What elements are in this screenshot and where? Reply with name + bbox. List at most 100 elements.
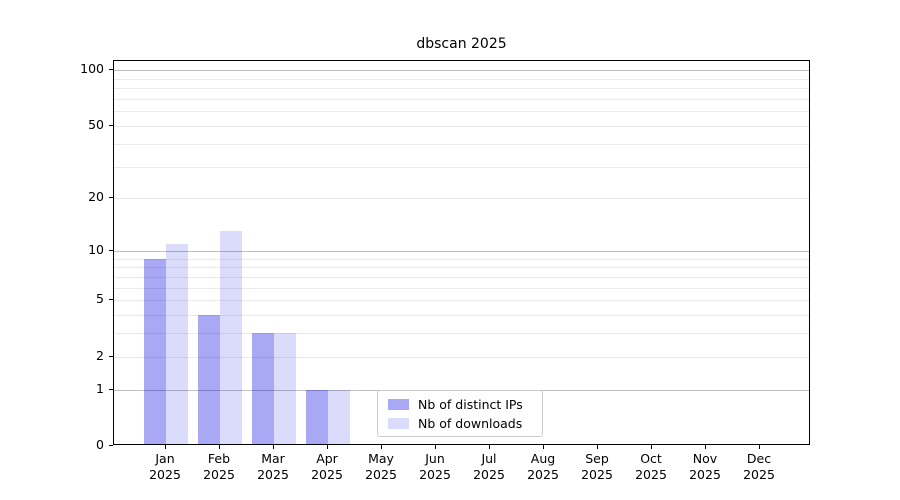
x-tick-month: Feb: [207, 451, 231, 466]
x-tick-year: 2025: [581, 467, 613, 482]
x-tick-label-dec: Dec 2025: [732, 451, 786, 483]
x-tick-year: 2025: [257, 467, 289, 482]
plot-area: [113, 60, 810, 445]
x-tick-year: 2025: [365, 467, 397, 482]
y-tick-mark: [109, 388, 113, 390]
x-tick-month: Dec: [746, 451, 772, 466]
x-tick-mark: [759, 445, 760, 449]
bar-downloads-jan: [166, 243, 188, 444]
y-tick-label: 10: [88, 241, 104, 257]
x-tick-mark: [435, 445, 436, 449]
gridline-minor: [114, 78, 809, 80]
x-tick-label-nov: Nov 2025: [678, 451, 732, 483]
gridline-minor: [114, 287, 809, 289]
gridline-major: [114, 250, 809, 252]
x-tick-month: Mar: [261, 451, 285, 466]
x-tick-month: Oct: [640, 451, 662, 466]
x-tick-month: May: [368, 451, 394, 466]
bar-downloads-feb: [220, 231, 242, 444]
gridline-minor: [114, 126, 809, 127]
gridline-minor: [114, 198, 809, 200]
y-tick-label: 20: [88, 189, 104, 205]
x-tick-year: 2025: [527, 467, 559, 482]
legend-item-distinct-ips: Nb of distinct IPs: [388, 397, 542, 412]
legend-item-downloads: Nb of downloads: [388, 416, 542, 431]
x-tick-label-may: May 2025: [354, 451, 408, 483]
y-tick-label: 0: [96, 437, 104, 452]
x-tick-mark: [705, 445, 706, 449]
legend-swatch-distinct-ips: [388, 398, 409, 410]
y-tick-mark: [109, 125, 113, 126]
x-tick-label-apr: Apr 2025: [300, 451, 354, 483]
x-tick-month: Apr: [316, 451, 338, 466]
gridline-minor: [114, 88, 809, 90]
gridline-minor: [114, 356, 809, 358]
gridline-minor: [114, 267, 809, 269]
x-tick-mark: [651, 445, 652, 449]
y-tick-label: 2: [96, 347, 104, 363]
bar-distinct-ips-feb: [198, 315, 220, 444]
y-tick-mark: [109, 249, 113, 251]
x-tick-mark: [165, 445, 166, 449]
x-tick-year: 2025: [689, 467, 721, 482]
x-tick-year: 2025: [743, 467, 775, 482]
y-tick-mark: [109, 197, 113, 199]
chart-title: dbscan 2025: [416, 36, 507, 52]
x-tick-month: Jul: [481, 451, 497, 466]
x-tick-year: 2025: [635, 467, 667, 482]
gridline-minor: [114, 111, 809, 113]
x-tick-mark: [273, 445, 274, 449]
gridline-minor: [114, 166, 809, 168]
gridline-minor: [114, 143, 809, 145]
bar-downloads-mar: [274, 333, 296, 444]
y-tick-mark: [109, 355, 113, 357]
x-tick-mark: [327, 445, 328, 449]
x-tick-mark: [597, 445, 598, 449]
y-tick-mark: [109, 299, 113, 301]
x-tick-month: Jan: [155, 451, 175, 466]
y-tick-mark: [109, 69, 113, 71]
x-tick-label-jul: Jul 2025: [462, 451, 516, 483]
x-tick-label-jan: Jan 2025: [138, 451, 192, 483]
x-tick-label-feb: Feb 2025: [192, 451, 246, 483]
bar-downloads-apr: [328, 389, 350, 444]
gridline-minor: [114, 300, 809, 302]
y-tick-label: 5: [96, 291, 104, 307]
y-tick-label: 50: [88, 117, 104, 132]
legend-label-distinct-ips: Nb of distinct IPs: [418, 396, 523, 412]
x-tick-mark: [543, 445, 544, 449]
x-tick-month: Nov: [692, 451, 718, 466]
x-tick-label-mar: Mar 2025: [246, 451, 300, 483]
gridline-minor: [114, 315, 809, 316]
gridline-minor: [114, 99, 809, 101]
x-tick-year: 2025: [311, 467, 343, 482]
x-tick-label-sep: Sep 2025: [570, 451, 624, 483]
bar-distinct-ips-jan: [144, 258, 166, 444]
x-tick-mark: [219, 445, 220, 449]
x-tick-year: 2025: [419, 467, 451, 482]
y-tick-mark: [109, 445, 113, 446]
x-tick-label-jun: Jun 2025: [408, 451, 462, 483]
x-tick-month: Aug: [530, 451, 556, 466]
y-tick-label: 100: [80, 61, 104, 77]
x-tick-label-oct: Oct 2025: [624, 451, 678, 483]
x-tick-year: 2025: [203, 467, 235, 482]
legend-swatch-downloads: [388, 417, 409, 429]
gridline-major: [114, 70, 809, 72]
x-tick-label-aug: Aug 2025: [516, 451, 570, 483]
x-tick-year: 2025: [473, 467, 505, 482]
x-tick-month: Sep: [585, 451, 609, 466]
gridline-minor: [114, 276, 809, 278]
x-tick-year: 2025: [149, 467, 181, 482]
gridline-minor: [114, 258, 809, 260]
x-tick-mark: [489, 445, 490, 449]
legend: Nb of distinct IPs Nb of downloads: [377, 390, 543, 437]
bar-distinct-ips-apr: [306, 389, 328, 444]
y-tick-label: 1: [96, 380, 104, 396]
legend-label-downloads: Nb of downloads: [418, 415, 523, 431]
bar-distinct-ips-mar: [252, 333, 274, 444]
x-tick-mark: [381, 445, 382, 449]
gridline-minor: [114, 333, 809, 335]
x-tick-month: Jun: [425, 451, 445, 466]
